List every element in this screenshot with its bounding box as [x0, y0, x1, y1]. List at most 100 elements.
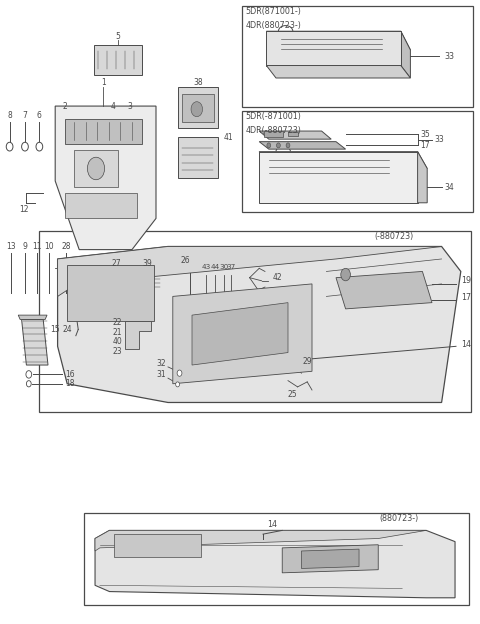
Circle shape — [6, 142, 13, 151]
Text: 34: 34 — [444, 183, 454, 192]
Circle shape — [192, 306, 199, 314]
Text: 30: 30 — [219, 264, 228, 270]
Polygon shape — [22, 319, 48, 365]
Polygon shape — [259, 142, 346, 149]
Polygon shape — [125, 321, 151, 349]
Polygon shape — [133, 271, 162, 290]
Bar — [39, 231, 471, 412]
Polygon shape — [301, 549, 359, 568]
Text: 4: 4 — [110, 102, 115, 110]
Text: 10: 10 — [45, 242, 54, 251]
Polygon shape — [65, 119, 142, 144]
Circle shape — [191, 102, 203, 117]
Bar — [74, 150, 118, 187]
Bar — [65, 193, 137, 218]
Polygon shape — [266, 66, 410, 78]
Text: 33: 33 — [444, 52, 454, 61]
Polygon shape — [95, 530, 455, 598]
Text: 14: 14 — [268, 520, 277, 529]
Bar — [84, 513, 469, 605]
Text: 35: 35 — [420, 130, 430, 139]
Polygon shape — [336, 271, 432, 309]
Polygon shape — [173, 284, 312, 384]
Bar — [264, 131, 283, 137]
Circle shape — [267, 143, 271, 148]
Text: 24: 24 — [62, 325, 72, 334]
Polygon shape — [401, 31, 410, 78]
Text: 17: 17 — [420, 141, 430, 150]
Polygon shape — [259, 131, 331, 139]
Text: 11: 11 — [33, 242, 42, 251]
Polygon shape — [282, 545, 378, 573]
Circle shape — [177, 370, 182, 376]
Bar — [66, 275, 76, 290]
Text: 5DR(871001-): 5DR(871001-) — [246, 7, 301, 16]
Bar — [178, 87, 218, 128]
Text: 4DR(-880723): 4DR(-880723) — [246, 126, 301, 135]
Text: 18: 18 — [65, 379, 74, 388]
Text: 26: 26 — [181, 256, 191, 265]
Polygon shape — [103, 271, 130, 290]
Text: 31: 31 — [156, 370, 166, 379]
Circle shape — [176, 382, 180, 387]
Text: 27: 27 — [111, 260, 121, 268]
Bar — [288, 132, 298, 136]
Circle shape — [286, 143, 290, 148]
Text: 29: 29 — [302, 358, 312, 366]
Text: 40: 40 — [113, 338, 122, 346]
Text: 3: 3 — [127, 102, 132, 110]
Text: 22: 22 — [113, 318, 122, 327]
Circle shape — [26, 381, 31, 387]
Text: 8: 8 — [7, 111, 12, 120]
Text: (880723-): (880723-) — [379, 514, 419, 523]
Text: 16: 16 — [65, 370, 74, 379]
Text: (-880723): (-880723) — [374, 232, 414, 241]
Polygon shape — [58, 246, 442, 296]
Text: 14: 14 — [461, 340, 471, 349]
Text: 19: 19 — [461, 276, 471, 285]
Circle shape — [26, 371, 32, 378]
Bar — [242, 111, 473, 212]
Polygon shape — [259, 152, 427, 168]
Text: 12: 12 — [19, 205, 29, 213]
Text: 44: 44 — [210, 264, 220, 270]
Polygon shape — [95, 530, 426, 551]
Text: 2: 2 — [62, 102, 67, 110]
Bar — [94, 45, 142, 75]
Circle shape — [22, 142, 28, 151]
Circle shape — [341, 268, 350, 281]
Polygon shape — [259, 152, 418, 203]
Bar — [178, 137, 218, 178]
Text: 9: 9 — [23, 242, 27, 251]
Text: 23: 23 — [113, 347, 122, 356]
Text: 32: 32 — [156, 359, 166, 368]
Text: 4DR(880723-): 4DR(880723-) — [246, 21, 301, 30]
Text: 7: 7 — [23, 111, 27, 120]
Bar — [114, 534, 201, 557]
Polygon shape — [266, 31, 401, 66]
Text: 38: 38 — [193, 79, 203, 87]
Polygon shape — [58, 246, 461, 402]
Text: 1: 1 — [101, 78, 106, 87]
Text: 17: 17 — [461, 293, 471, 302]
Text: 33: 33 — [434, 135, 444, 144]
Text: 21: 21 — [113, 328, 122, 337]
Text: 13: 13 — [6, 242, 15, 251]
Bar — [67, 265, 154, 321]
Polygon shape — [266, 31, 410, 50]
Polygon shape — [418, 152, 427, 203]
Text: 37: 37 — [227, 264, 236, 270]
Circle shape — [276, 143, 280, 148]
Text: 28: 28 — [61, 242, 71, 251]
Polygon shape — [55, 106, 156, 250]
Text: 15: 15 — [50, 325, 60, 334]
Text: 41: 41 — [223, 133, 233, 142]
Text: 5DR(-871001): 5DR(-871001) — [246, 112, 301, 121]
Bar — [182, 94, 214, 122]
Text: 6: 6 — [37, 111, 42, 120]
Text: 42: 42 — [273, 273, 282, 282]
Text: 5: 5 — [115, 32, 120, 41]
Text: 25: 25 — [288, 390, 298, 399]
Bar — [242, 6, 473, 107]
Circle shape — [36, 142, 43, 151]
